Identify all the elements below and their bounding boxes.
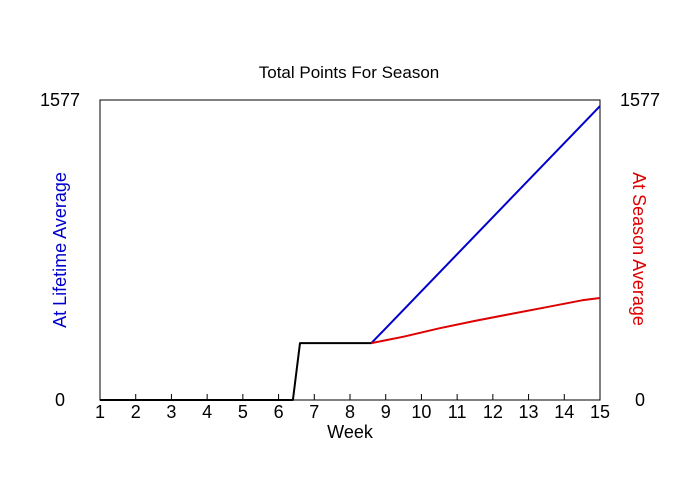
x-tick-label: 9 (381, 402, 391, 422)
series-line-lifetime (370, 105, 601, 344)
x-tick-label: 5 (238, 402, 248, 422)
series-layer (100, 105, 601, 401)
plot-area (99, 99, 601, 401)
y-left-min-tick-label: 0 (55, 390, 65, 410)
x-tick-label: 12 (483, 402, 503, 422)
y-left-axis-label: At Lifetime Average (50, 172, 70, 328)
x-tick-label: 6 (274, 402, 284, 422)
x-tick-label: 15 (590, 402, 610, 422)
series-line-season (371, 297, 601, 345)
x-tick-label: 4 (202, 402, 212, 422)
y-right-min-tick-label: 0 (635, 390, 645, 410)
series-line-actual (100, 342, 372, 401)
chart-title: Total Points For Season (259, 63, 439, 82)
x-axis-label: Week (327, 422, 374, 442)
x-tick-label: 11 (448, 402, 467, 422)
x-tick-label: 1 (95, 402, 105, 422)
x-tick-label: 14 (554, 402, 574, 422)
y-right-axis-label: At Season Average (629, 172, 649, 326)
x-tick-label: 10 (411, 402, 431, 422)
x-tick-label: 2 (131, 402, 141, 422)
x-tick-label: 3 (166, 402, 176, 422)
x-tick-label: 13 (519, 402, 539, 422)
x-tick-label: 8 (345, 402, 355, 422)
y-right-max-tick-label: 1577 (620, 90, 660, 110)
x-axis: 1 2 3 4 5 6 7 8 9 10 11 12 13 14 15 (95, 394, 610, 422)
x-tick-label: 7 (309, 402, 319, 422)
y-left-max-tick-label: 1577 (40, 90, 80, 110)
